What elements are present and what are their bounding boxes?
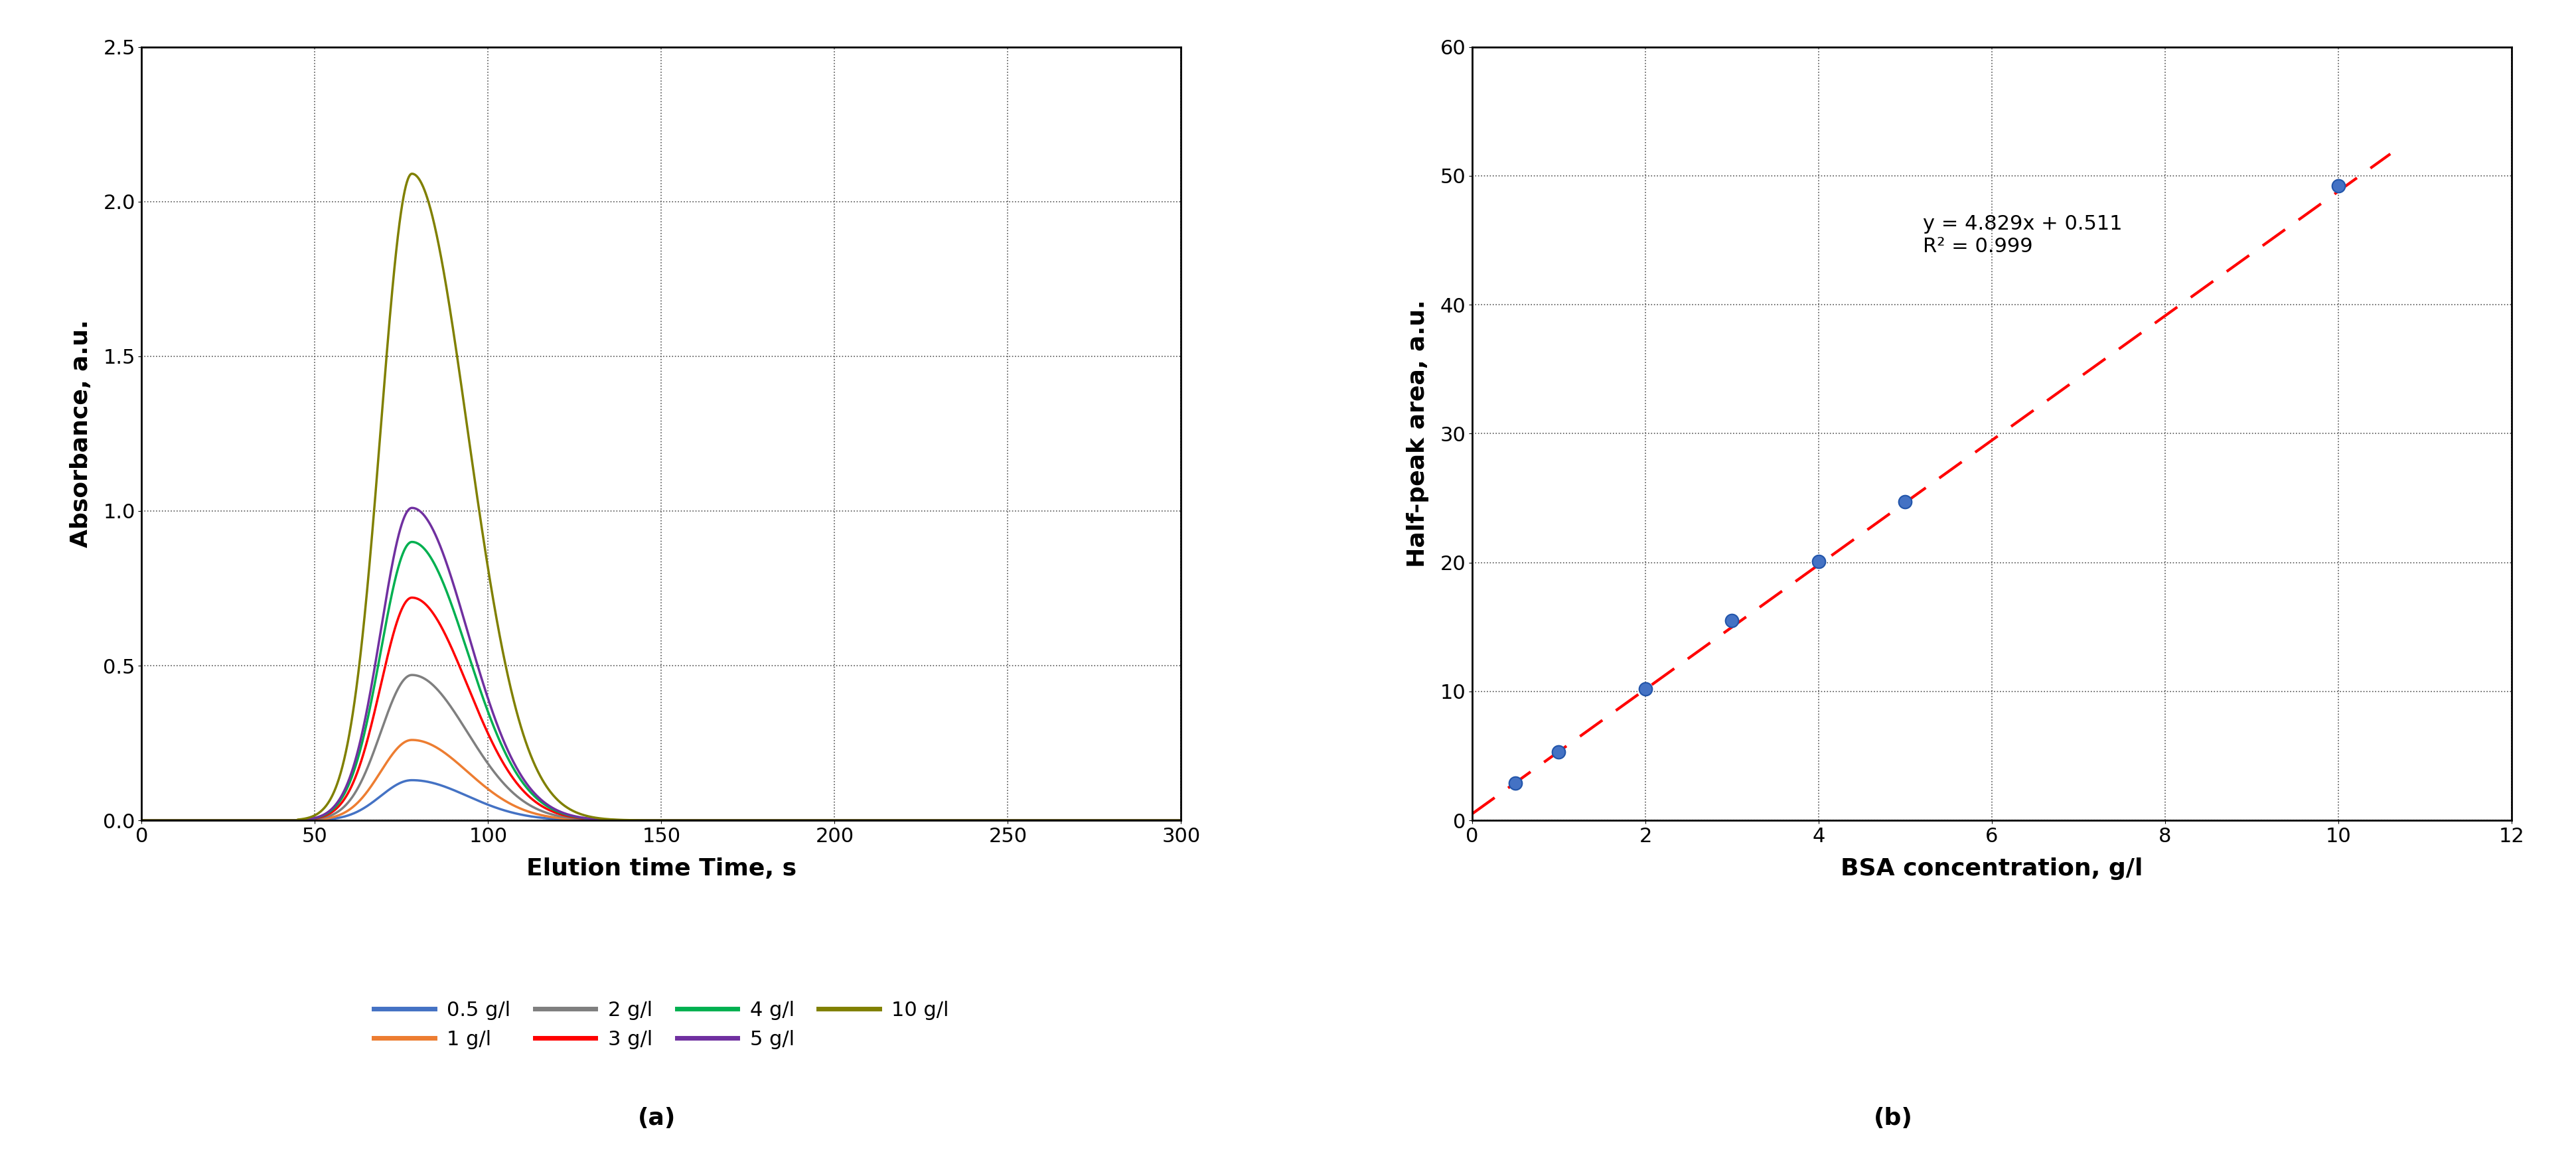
2 g/l — [1033, 813, 1064, 827]
4 g/l — [1167, 813, 1198, 827]
3 g/l — [126, 813, 157, 827]
Y-axis label: Absorbance, a.u.: Absorbance, a.u. — [70, 320, 93, 547]
5 g/l — [245, 813, 276, 827]
5 g/l — [397, 500, 428, 515]
Point — [1625, 680, 1667, 699]
0.5 g/l — [245, 813, 276, 827]
Line: 10 g/l: 10 g/l — [142, 173, 1182, 820]
0.5 g/l — [1033, 813, 1064, 827]
2 g/l — [126, 813, 157, 827]
10 g/l — [1167, 813, 1198, 827]
1 g/l — [1167, 813, 1198, 827]
Point — [1538, 743, 1579, 762]
2 g/l — [307, 811, 337, 825]
Line: 1 g/l: 1 g/l — [142, 740, 1182, 820]
Point — [1886, 492, 1927, 511]
10 g/l — [526, 770, 556, 784]
2 g/l — [1146, 813, 1177, 827]
2 g/l — [397, 668, 428, 682]
4 g/l — [245, 813, 276, 827]
0.5 g/l — [1167, 813, 1198, 827]
4 g/l — [1033, 813, 1064, 827]
3 g/l — [1033, 813, 1064, 827]
Line: 5 g/l: 5 g/l — [142, 507, 1182, 820]
4 g/l — [126, 813, 157, 827]
Line: 4 g/l: 4 g/l — [142, 541, 1182, 820]
Point — [1494, 774, 1535, 792]
3 g/l — [245, 813, 276, 827]
5 g/l — [126, 813, 157, 827]
5 g/l — [569, 811, 600, 825]
10 g/l — [126, 813, 157, 827]
Point — [2318, 177, 2360, 196]
1 g/l — [1146, 813, 1177, 827]
Text: (a): (a) — [639, 1108, 675, 1130]
0.5 g/l — [526, 811, 556, 825]
0.5 g/l — [569, 813, 600, 827]
4 g/l — [397, 534, 428, 548]
1 g/l — [1033, 813, 1064, 827]
Line: 2 g/l: 2 g/l — [142, 675, 1182, 820]
2 g/l — [569, 812, 600, 826]
Point — [1798, 552, 1839, 571]
3 g/l — [569, 812, 600, 826]
3 g/l — [1167, 813, 1198, 827]
3 g/l — [307, 810, 337, 824]
10 g/l — [1146, 813, 1177, 827]
Point — [1710, 612, 1752, 631]
1 g/l — [397, 732, 428, 747]
5 g/l — [1167, 813, 1198, 827]
3 g/l — [397, 591, 428, 605]
5 g/l — [1033, 813, 1064, 827]
0.5 g/l — [397, 774, 428, 788]
Text: y = 4.829x + 0.511
R² = 0.999: y = 4.829x + 0.511 R² = 0.999 — [1922, 214, 2123, 255]
4 g/l — [569, 811, 600, 825]
Line: 3 g/l: 3 g/l — [142, 598, 1182, 820]
0.5 g/l — [1146, 813, 1177, 827]
Line: 0.5 g/l: 0.5 g/l — [142, 781, 1182, 820]
0.5 g/l — [307, 812, 337, 826]
X-axis label: Elution time Time, s: Elution time Time, s — [526, 857, 796, 880]
3 g/l — [526, 798, 556, 812]
5 g/l — [526, 792, 556, 806]
2 g/l — [526, 804, 556, 818]
Legend: 0.5 g/l, 1 g/l, 2 g/l, 3 g/l, 4 g/l, 5 g/l, 10 g/l: 0.5 g/l, 1 g/l, 2 g/l, 3 g/l, 4 g/l, 5 g… — [374, 1001, 948, 1049]
2 g/l — [1167, 813, 1198, 827]
4 g/l — [526, 795, 556, 809]
Text: (b): (b) — [1873, 1108, 1914, 1130]
4 g/l — [1146, 813, 1177, 827]
10 g/l — [569, 809, 600, 823]
2 g/l — [245, 813, 276, 827]
10 g/l — [245, 813, 276, 827]
10 g/l — [307, 803, 337, 817]
1 g/l — [126, 813, 157, 827]
1 g/l — [245, 813, 276, 827]
1 g/l — [307, 812, 337, 826]
0.5 g/l — [126, 813, 157, 827]
1 g/l — [569, 812, 600, 826]
10 g/l — [1033, 813, 1064, 827]
3 g/l — [1146, 813, 1177, 827]
5 g/l — [307, 809, 337, 823]
5 g/l — [1146, 813, 1177, 827]
4 g/l — [307, 809, 337, 823]
1 g/l — [526, 808, 556, 822]
Y-axis label: Half-peak area, a.u.: Half-peak area, a.u. — [1406, 300, 1430, 567]
X-axis label: BSA concentration, g/l: BSA concentration, g/l — [1842, 857, 2143, 880]
10 g/l — [397, 166, 428, 180]
